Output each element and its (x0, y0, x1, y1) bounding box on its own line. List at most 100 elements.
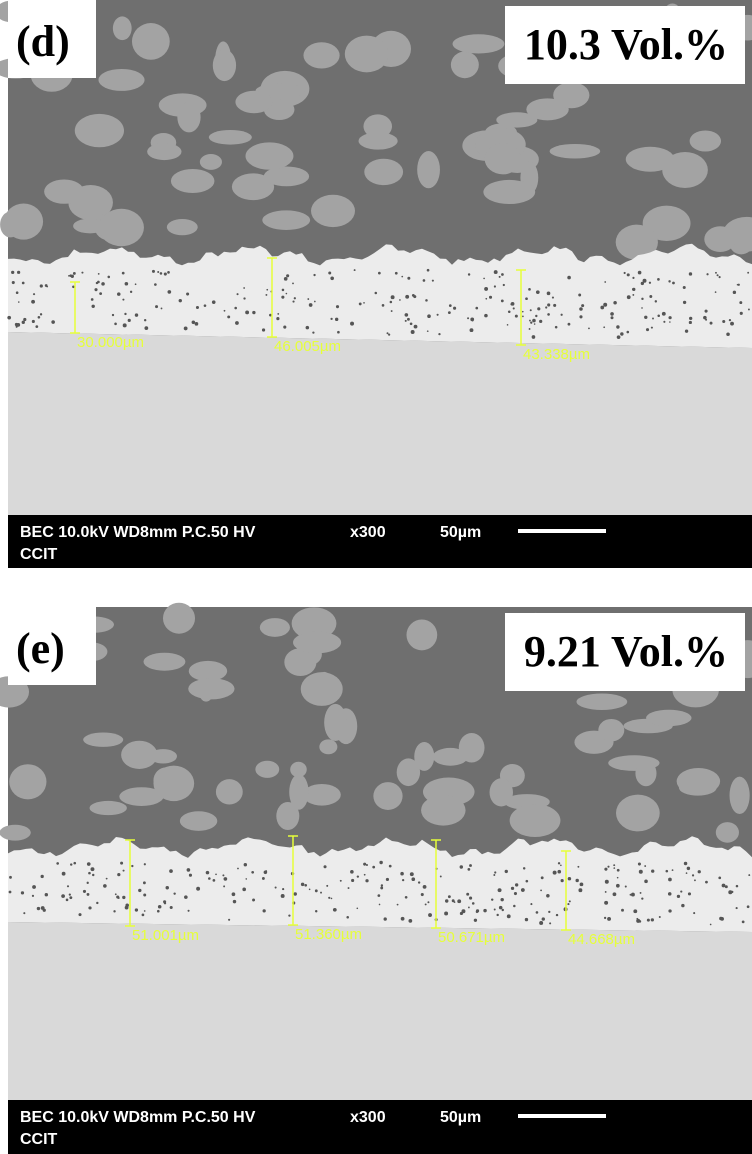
pore (396, 903, 399, 906)
pore (277, 313, 280, 315)
pore (7, 315, 12, 320)
pore (669, 321, 671, 323)
pore (363, 862, 367, 866)
pore (579, 315, 583, 319)
pore (269, 313, 272, 317)
particle (635, 760, 657, 787)
pore (285, 292, 288, 295)
pore (283, 277, 288, 281)
pore (81, 271, 84, 274)
pore (223, 877, 228, 881)
pore (613, 300, 617, 305)
pore (667, 892, 672, 896)
pore (134, 908, 139, 912)
pore (163, 902, 167, 905)
pore (652, 317, 654, 320)
pore (313, 273, 316, 277)
pore (39, 284, 43, 288)
pore (261, 328, 266, 332)
pore (616, 868, 620, 872)
pore (389, 300, 393, 304)
particle (549, 143, 601, 159)
pore (281, 295, 285, 299)
pore (286, 274, 290, 278)
pore (496, 913, 499, 917)
pore (461, 909, 466, 914)
pore (603, 302, 608, 307)
pore (97, 273, 100, 275)
scale-text: 50µm (440, 1109, 481, 1126)
particle (290, 761, 307, 778)
pore (553, 303, 557, 307)
pore (356, 875, 360, 878)
pore (157, 904, 162, 909)
pore (522, 867, 526, 870)
pore (405, 294, 410, 299)
pore (485, 297, 488, 300)
pore (381, 304, 385, 307)
particle (642, 205, 691, 242)
pore (42, 908, 46, 912)
pore (722, 319, 726, 324)
pore (498, 275, 501, 278)
particle (406, 619, 438, 651)
pore (567, 903, 570, 906)
pore (36, 906, 41, 911)
particle (496, 112, 538, 128)
pore (390, 310, 393, 312)
pore (610, 316, 614, 320)
particle (358, 132, 398, 150)
pore (473, 918, 478, 922)
pore (682, 300, 687, 305)
pore (39, 313, 43, 316)
particle (83, 732, 124, 747)
pore (143, 319, 147, 322)
pore (141, 913, 145, 917)
pore (358, 302, 362, 306)
pore (245, 310, 250, 315)
pore (681, 903, 685, 908)
pore (380, 884, 384, 887)
pore (404, 319, 407, 322)
pore (657, 314, 660, 317)
pore (535, 290, 540, 295)
pore (292, 282, 294, 285)
footer: CCIT (20, 1131, 58, 1148)
pore (243, 862, 248, 867)
pore (468, 906, 470, 909)
pore (56, 862, 59, 865)
pore (747, 308, 750, 311)
pore (390, 295, 395, 300)
pore (211, 300, 216, 304)
pore (68, 274, 70, 277)
particle (276, 801, 300, 831)
pore (378, 271, 381, 275)
pore (658, 915, 661, 919)
pore (337, 330, 340, 334)
pore (243, 297, 246, 300)
pore (549, 922, 552, 925)
pore (95, 281, 99, 285)
pore (138, 888, 142, 893)
pore (469, 328, 474, 333)
particle (432, 747, 468, 766)
particle (9, 764, 47, 800)
pore (567, 876, 572, 881)
pore (730, 321, 734, 326)
pore (685, 872, 688, 874)
pore (529, 309, 532, 312)
pore (386, 332, 389, 335)
pore (413, 324, 418, 329)
pore (121, 271, 125, 275)
pore (632, 276, 635, 279)
particle (457, 57, 477, 72)
particle (414, 742, 435, 771)
pore (748, 874, 751, 877)
pore (546, 291, 551, 296)
particle (302, 783, 341, 806)
pore (409, 872, 414, 877)
magnification: x300 (350, 524, 386, 541)
pore (579, 307, 583, 311)
particle (4, 203, 44, 240)
pore (718, 276, 721, 279)
